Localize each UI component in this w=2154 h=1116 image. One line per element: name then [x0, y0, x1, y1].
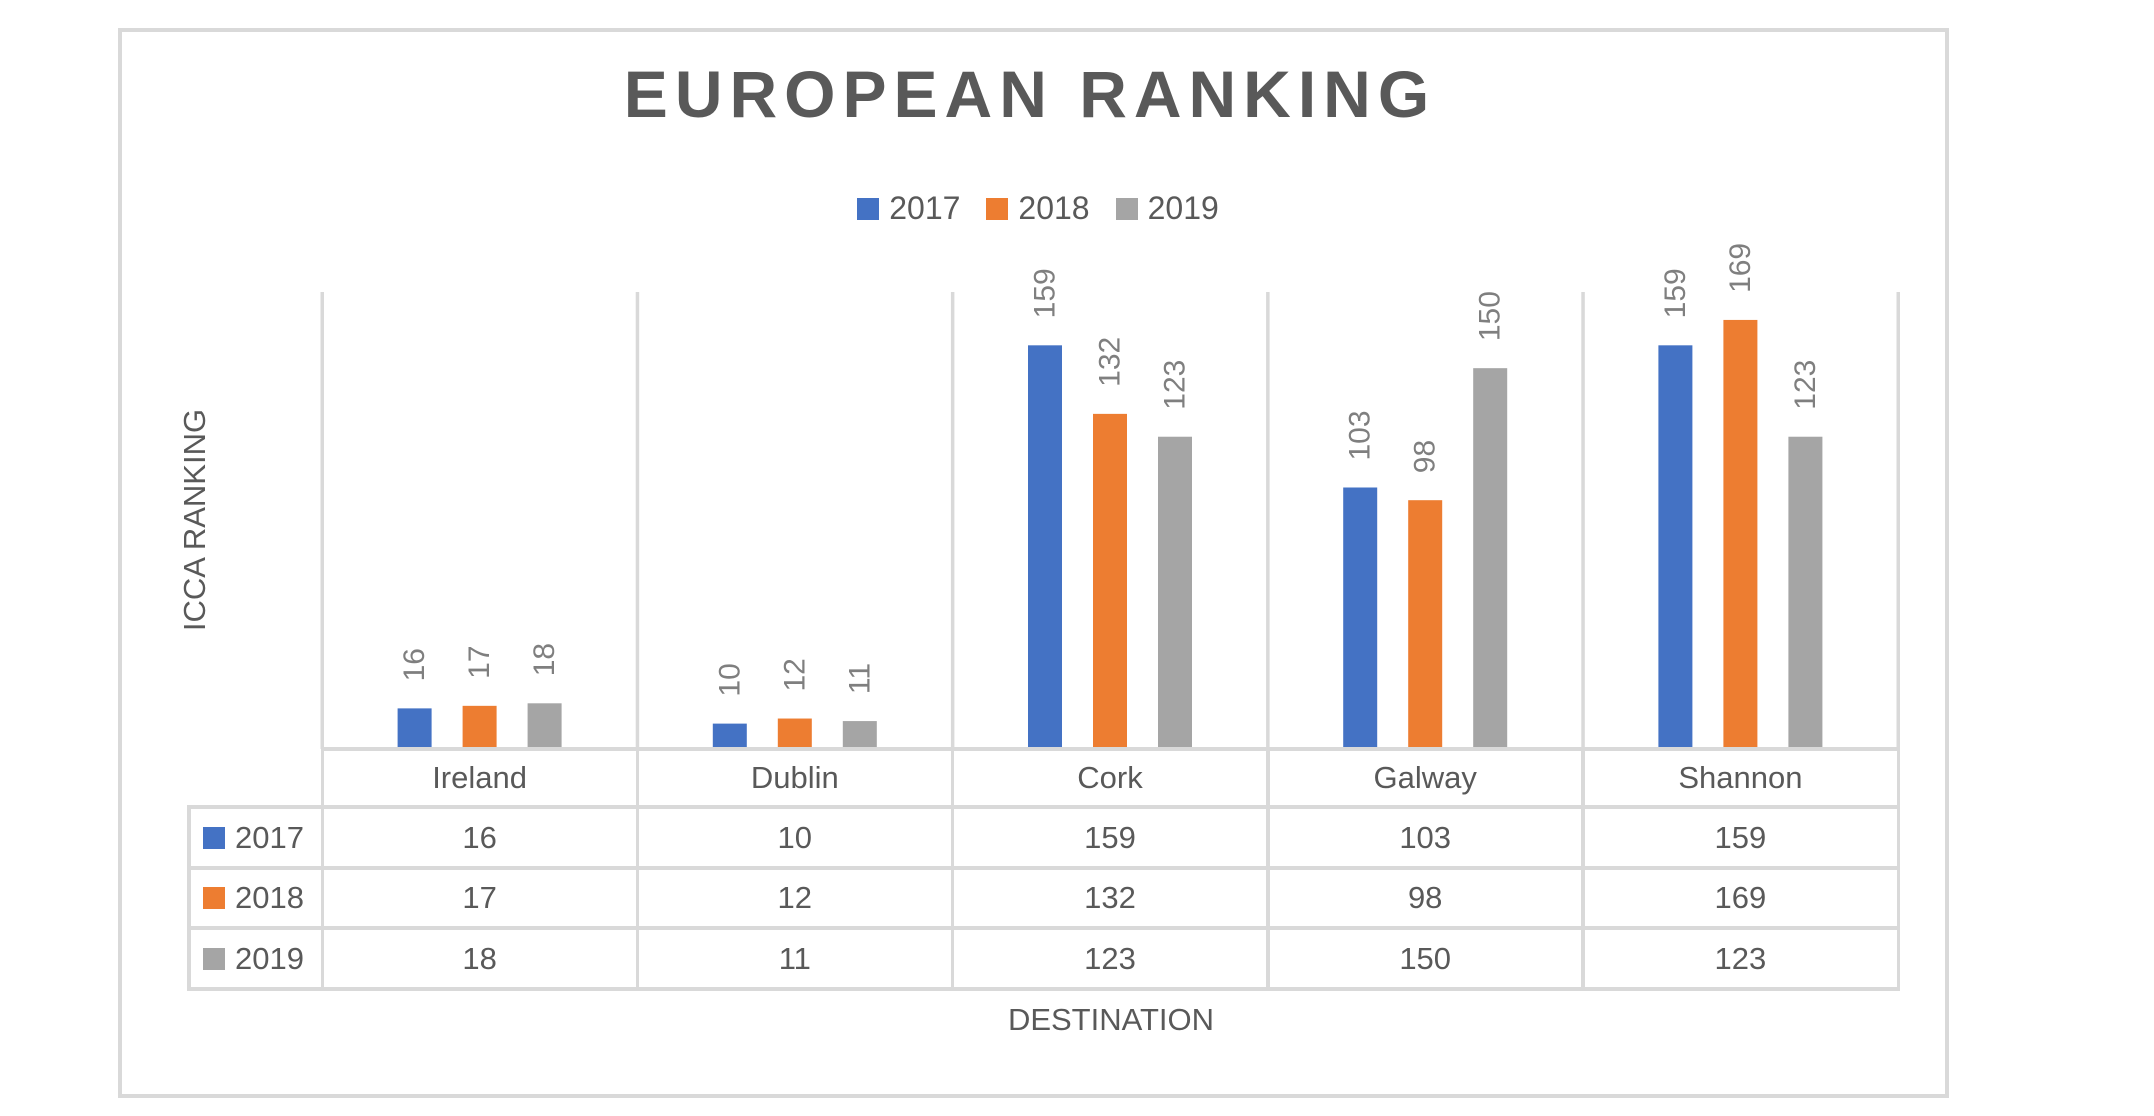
- data-label-2018-shannon: 169: [1724, 243, 1757, 293]
- table-cell: 169: [1714, 880, 1767, 915]
- category-label: Ireland: [432, 760, 527, 795]
- table-cell: 123: [1714, 940, 1767, 976]
- table-cell: 103: [1399, 819, 1452, 855]
- data-label-2019-ireland: 18: [528, 643, 561, 676]
- table-row-header-2019: 2019: [189, 928, 322, 989]
- data-label-2017-shannon: 159: [1659, 268, 1692, 318]
- table-gridline: [187, 805, 191, 991]
- bar-2018-galway: [1408, 500, 1443, 749]
- table-legend-key-2019: [203, 947, 225, 970]
- legend-item-2017: 2017: [857, 190, 960, 227]
- x-axis-title: DESTINATION: [1007, 1002, 1215, 1037]
- table-legend-key-2017: [203, 826, 225, 849]
- bar-2017-cork: [1028, 345, 1062, 749]
- category-gridline: [1896, 292, 1900, 749]
- category-label: Dublin: [750, 760, 839, 795]
- category-gridline: [635, 292, 640, 749]
- table-cell: 150: [1399, 940, 1452, 976]
- table-gridline: [950, 749, 955, 991]
- table-cell: 132: [1084, 880, 1136, 915]
- legend-item-2018: 2018: [986, 190, 1090, 227]
- table-row-label: 2018: [235, 880, 304, 915]
- category-gridline: [1581, 292, 1585, 749]
- legend-label-2018: 2018: [1018, 190, 1090, 226]
- table-gridline: [189, 866, 1900, 870]
- category-gridline: [320, 292, 324, 749]
- table-row-header-2017: 2017: [189, 807, 322, 868]
- data-label-2019-dublin: 11: [843, 663, 876, 694]
- data-label-2018-ireland: 17: [463, 645, 496, 678]
- table-gridline: [189, 987, 1900, 991]
- bar-2019-galway: [1473, 368, 1508, 749]
- table-legend-key-2018: [203, 887, 225, 909]
- bar-2017-dublin: [712, 723, 747, 749]
- bar-2018-shannon: [1723, 319, 1758, 749]
- legend-label-2017: 2017: [889, 190, 961, 226]
- bar-2019-shannon: [1788, 436, 1823, 749]
- x-axis-line: [322, 747, 1900, 751]
- data-label-2019-shannon: 123: [1789, 360, 1822, 410]
- table-gridline: [635, 749, 640, 991]
- legend: 2017 2018 2019: [0, 190, 2076, 227]
- table-gridline: [1581, 749, 1585, 991]
- bar-2019-dublin: [842, 721, 877, 749]
- data-label-2019-cork: 123: [1159, 360, 1192, 410]
- table-row-label: 2019: [235, 940, 304, 976]
- table-gridline: [320, 749, 324, 991]
- category-label: Cork: [1077, 760, 1143, 795]
- bar-2018-cork: [1093, 413, 1127, 749]
- table-gridline: [1266, 749, 1270, 991]
- bar-2019-cork: [1158, 436, 1192, 749]
- legend-swatch-2018: [986, 197, 1009, 220]
- bar-2019-ireland: [527, 703, 562, 749]
- data-label-2018-dublin: 12: [778, 658, 811, 691]
- data-label-2017-ireland: 16: [398, 648, 431, 681]
- table-cell: 123: [1084, 940, 1136, 976]
- table-cell: 159: [1084, 819, 1136, 855]
- table-cell: 16: [462, 819, 497, 855]
- table-cell: 12: [777, 880, 813, 915]
- category-gridline: [950, 292, 955, 749]
- table-row-label: 2017: [235, 819, 304, 855]
- data-label-2018-cork: 132: [1094, 337, 1127, 387]
- table-cell: 11: [778, 940, 811, 976]
- category-gridline: [1266, 292, 1270, 749]
- table-cell: 17: [462, 880, 497, 915]
- table-gridline: [189, 926, 1900, 930]
- legend-label-2019: 2019: [1147, 190, 1219, 226]
- data-label-2017-galway: 103: [1344, 410, 1377, 460]
- data-label-2017-dublin: 10: [713, 663, 746, 696]
- chart-title: EUROPEAN RANKING: [623, 57, 1437, 131]
- bar-2018-ireland: [462, 705, 497, 749]
- bar-2017-galway: [1343, 487, 1378, 749]
- data-label-2019-galway: 150: [1474, 291, 1507, 341]
- legend-swatch-2017: [857, 197, 880, 220]
- table-cell: 18: [462, 940, 497, 976]
- bar-2017-shannon: [1658, 345, 1693, 749]
- table-row-header-2018: 2018: [189, 868, 322, 928]
- table-gridline: [1896, 749, 1900, 991]
- legend-swatch-2019: [1115, 197, 1138, 220]
- data-label-2017-cork: 159: [1029, 268, 1062, 318]
- table-cell: 10: [777, 819, 813, 855]
- legend-item-2019: 2019: [1115, 190, 1219, 227]
- data-label-2018-galway: 98: [1409, 440, 1442, 473]
- table-cell: 98: [1407, 880, 1443, 915]
- category-label: Galway: [1373, 760, 1477, 795]
- bar-2017-ireland: [397, 708, 432, 749]
- table-gridline: [189, 805, 1900, 809]
- bar-2018-dublin: [777, 718, 812, 749]
- table-cell: 159: [1714, 819, 1767, 855]
- category-label: Shannon: [1678, 760, 1803, 795]
